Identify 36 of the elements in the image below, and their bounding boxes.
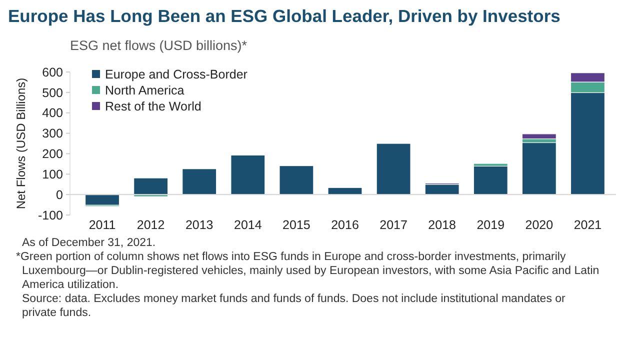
text: *Green portion of column shows net flows into ESG funds in Europe and cross-border investments, primarily Luxembourg—or Dublin-registered vehicles, mainly used by European investors, with some Asia Pacific and Latin America utilization. bbox=[16, 251, 600, 291]
x-tick-label: 2012 bbox=[136, 218, 165, 232]
y-tick-label: 600 bbox=[42, 65, 64, 80]
x-tick-label: 2020 bbox=[525, 218, 554, 232]
legend-label: North America bbox=[105, 83, 184, 98]
y-tick-label: 500 bbox=[42, 86, 64, 100]
bar bbox=[182, 168, 217, 195]
x-tick-label: 2014 bbox=[234, 218, 262, 232]
legend-label: Rest of the World bbox=[105, 99, 202, 114]
text: As of December 31, 2021. bbox=[22, 237, 156, 249]
x-tick-label: 2016 bbox=[331, 218, 359, 232]
y-tick-label: 300 bbox=[42, 126, 64, 141]
x-tick-label: 2018 bbox=[428, 218, 456, 232]
x-tick-label: 2021 bbox=[574, 218, 602, 232]
chart-title: Europe Has Long Been an ESG Global Leader, Driven by Investors bbox=[8, 6, 561, 26]
bar bbox=[376, 143, 411, 195]
x-tick-label: 2013 bbox=[185, 218, 214, 232]
x-tick-label: 2015 bbox=[282, 218, 310, 232]
y-tick-label: 0 bbox=[56, 188, 64, 202]
bar bbox=[522, 134, 556, 140]
x-tick-label: 2011 bbox=[88, 218, 116, 232]
y-tick-label: 200 bbox=[42, 147, 64, 162]
source-note: Source: data. Excludes money market funds and funds of funds. Does not include institutional mandates or private funds. bbox=[22, 293, 566, 319]
bar bbox=[279, 165, 314, 195]
y-tick-label: -100 bbox=[38, 208, 64, 222]
bar bbox=[230, 154, 266, 195]
bar bbox=[522, 142, 556, 195]
y-axis-title: Net Flows (USD Billions) bbox=[14, 78, 28, 210]
bar bbox=[134, 178, 168, 195]
x-tick-label: 2019 bbox=[476, 218, 505, 232]
x-tick-label: 2017 bbox=[380, 218, 408, 232]
y-tick-label: 400 bbox=[42, 106, 64, 120]
bar bbox=[473, 166, 508, 195]
y-tick-label: 100 bbox=[42, 168, 64, 182]
legend-label: Europe and Cross-Border bbox=[105, 67, 248, 82]
chart-subtitle: ESG net flows (USD billions)* bbox=[70, 38, 248, 53]
